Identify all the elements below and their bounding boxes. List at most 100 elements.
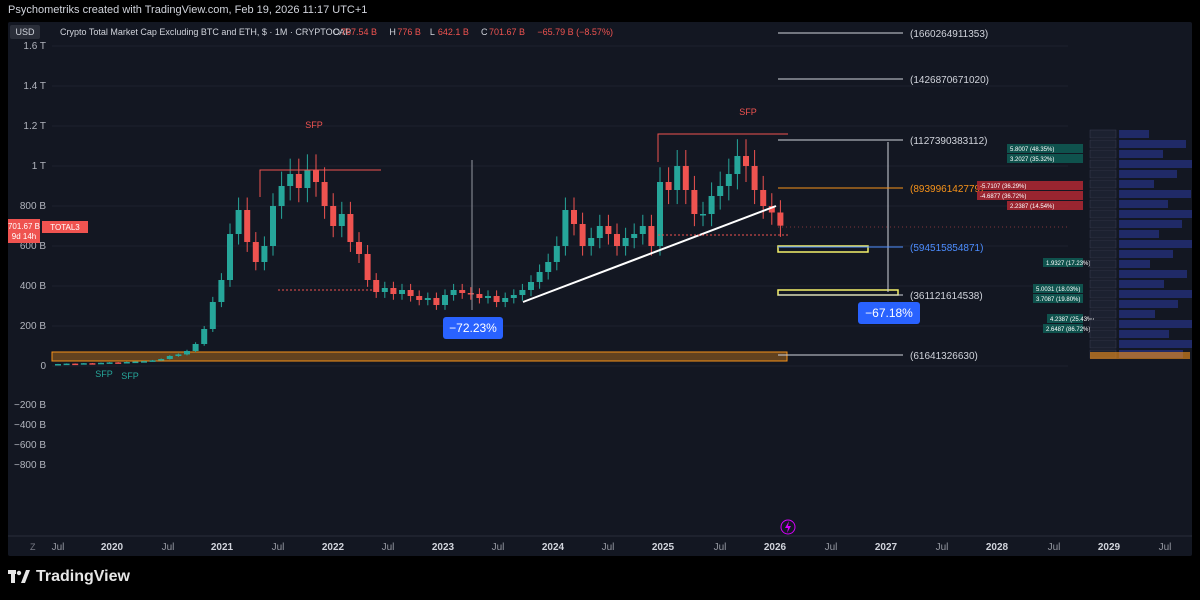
candle-body xyxy=(571,210,577,224)
candle-body xyxy=(734,156,741,174)
candle-body xyxy=(407,290,414,296)
orderbook-bar xyxy=(1033,284,1083,293)
candle-body xyxy=(252,242,259,262)
profile-cell xyxy=(1089,129,1117,139)
candle-body xyxy=(743,156,749,166)
profile-bar xyxy=(1119,210,1200,218)
orderbook-label: 2.2387 (14.54%) xyxy=(1010,204,1054,210)
profile-cell xyxy=(1089,339,1117,349)
profile-cell xyxy=(1089,149,1117,159)
profile-cell xyxy=(1089,139,1117,149)
orderbook-bar xyxy=(1043,258,1083,267)
candle-body xyxy=(141,361,147,363)
orderbook-bar xyxy=(1007,201,1083,210)
candle-body xyxy=(149,360,156,362)
candle-body xyxy=(227,234,233,280)
orderbook-label: 4.2387 (25.43%) xyxy=(1050,317,1094,323)
profile-bar xyxy=(1119,240,1196,248)
profile-bar xyxy=(1119,250,1173,258)
candle-body xyxy=(433,298,440,305)
x-tick-label: 2020 xyxy=(101,542,124,553)
y-tick-label: 600 B xyxy=(20,241,46,252)
candles-layer xyxy=(55,139,784,366)
ohlc-key: C xyxy=(481,27,488,37)
profile-cell xyxy=(1089,329,1117,339)
tradingview-logo[interactable]: TradingView xyxy=(8,568,130,586)
price-tag-countdown: 9d 14h xyxy=(12,232,36,241)
top-bar: Psychometriks created with TradingView.c… xyxy=(0,0,1200,22)
profile-cell xyxy=(1089,159,1117,169)
x-tick-label: 2027 xyxy=(875,542,898,553)
profile-bar xyxy=(1119,340,1200,348)
candle-body xyxy=(63,363,70,366)
drawdown-label: −67.18% xyxy=(865,306,913,320)
candle-body xyxy=(622,238,629,246)
candle-body xyxy=(605,226,612,234)
candle-body xyxy=(132,361,139,364)
candle-body xyxy=(657,182,663,246)
orderbook-label: 1.9327 (17.23%) xyxy=(1046,261,1090,267)
candle-body xyxy=(442,295,448,305)
candle-body xyxy=(639,226,646,234)
candlestick-chart[interactable]: −72.23% −67.18% SFP SFP SFP SFP (166026491135… xyxy=(8,22,1200,556)
profile-bar xyxy=(1119,130,1149,138)
y-axis: 0 200 B 400 B 600 B 800 B 1 T 1.2 T 1.4 T 1.6 T −… xyxy=(14,41,46,471)
drawdown-label: −72.23% xyxy=(449,321,497,335)
y-tick-label: 400 B xyxy=(20,281,46,292)
candle-body xyxy=(381,288,388,292)
profile-cell xyxy=(1089,239,1117,249)
candle-body xyxy=(235,210,242,234)
orderbook-bar xyxy=(977,191,1083,200)
candle-body xyxy=(106,362,113,364)
ohlc-value: 701.67 B xyxy=(489,27,525,37)
candle-body xyxy=(261,246,268,262)
candle-body xyxy=(682,166,689,190)
drawdown-badge xyxy=(858,302,920,324)
orderbook-bar xyxy=(1047,314,1083,323)
range-box-top xyxy=(259,169,381,197)
profile-bar xyxy=(1119,170,1177,178)
profile-zone xyxy=(1090,352,1190,359)
profile-bar xyxy=(1119,200,1168,208)
ohlc-key: H xyxy=(389,27,396,37)
profile-cell xyxy=(1089,189,1117,199)
x-tick-label: Jul xyxy=(825,542,838,553)
drawdown-badge xyxy=(443,317,503,339)
symbol-tag: TOTAL3 xyxy=(50,223,80,232)
candle-body xyxy=(502,298,509,302)
trendline xyxy=(522,205,777,303)
currency-button[interactable] xyxy=(10,25,40,39)
chart-panel[interactable]: −72.23% −67.18% SFP SFP SFP SFP (166026491135… xyxy=(8,22,1200,556)
x-tick-label: Jul xyxy=(936,542,949,553)
candle-body xyxy=(338,214,345,226)
candle-body xyxy=(510,295,517,298)
candle-body xyxy=(536,272,543,282)
x-tick-label: Jul xyxy=(492,542,505,553)
x-tick-label: Jul xyxy=(162,542,175,553)
candle-body xyxy=(287,174,294,186)
candle-body xyxy=(579,224,586,246)
x-tick-label: 2026 xyxy=(764,542,787,553)
candle-body xyxy=(760,190,767,206)
candle-body xyxy=(725,174,732,186)
y-tick-label: 0 xyxy=(40,361,46,372)
candle-body xyxy=(98,362,104,365)
profile-bar xyxy=(1119,310,1155,318)
candle-body xyxy=(467,293,474,295)
candle-body xyxy=(631,234,638,238)
candle-body xyxy=(80,363,87,365)
x-tick-label: Jul xyxy=(382,542,395,553)
orderbook-label: 5.8007 (48.35%) xyxy=(1010,147,1054,153)
symbol-tag-box xyxy=(42,221,88,233)
candle-body xyxy=(588,238,595,246)
yellow-zone-lower xyxy=(777,289,899,296)
orderbook-layer: 5.8007 (48.35%) 3.2027 (35.32%) -5.7107 (3… xyxy=(977,129,1200,359)
candle-body xyxy=(519,290,526,295)
x-tick-label: 2028 xyxy=(986,542,1009,553)
profile-cell xyxy=(1089,209,1117,219)
candle-body xyxy=(485,296,491,298)
x-tick-label: 2023 xyxy=(432,542,455,553)
candle-body xyxy=(356,242,362,254)
candle-body xyxy=(373,280,380,292)
ohlc-key: O xyxy=(333,27,340,37)
